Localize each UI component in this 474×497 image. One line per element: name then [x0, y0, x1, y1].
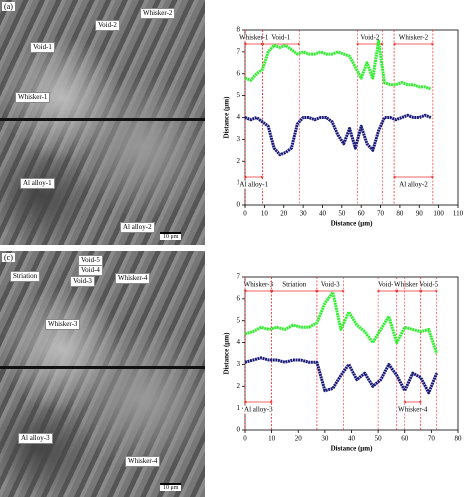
- y-tick-label: 0: [237, 201, 241, 209]
- data-line: [244, 356, 439, 395]
- data-line: [244, 290, 439, 354]
- region-label-bg: [319, 280, 342, 289]
- x-tick-label: 90: [416, 210, 424, 218]
- region-label-bg: [281, 280, 308, 289]
- image-label: Whisker-2: [140, 8, 176, 19]
- image-divider: [0, 118, 205, 121]
- x-axis-label: Distance (μm): [331, 445, 374, 453]
- region-label-bg: [242, 280, 275, 289]
- image-label: Striation: [10, 271, 41, 282]
- region-label: Al alloy-3: [244, 406, 273, 414]
- sem-image-c: (c) Void-5 Void-4 Void-3 Striation Whisk…: [0, 251, 205, 497]
- data-line: [244, 113, 432, 157]
- x-axis-label: Distance (μm): [331, 220, 374, 228]
- region-label: Void-1: [271, 34, 290, 42]
- panel-label: (a): [2, 2, 15, 11]
- plot-frame: [244, 29, 459, 206]
- x-tick-label: 20: [295, 435, 303, 443]
- image-label: Whisker-4: [125, 456, 161, 467]
- image-label: Void-1: [30, 42, 55, 53]
- image-label: Void-2: [95, 20, 120, 31]
- x-tick-label: 80: [455, 435, 463, 443]
- region-label-bg: [418, 280, 440, 289]
- y-axis-label: Distance (μm): [223, 332, 231, 375]
- image-label: Al alloy-1: [20, 178, 55, 189]
- y-tick-label: 5: [237, 316, 241, 324]
- panel-label: (c): [2, 253, 15, 262]
- region-label: Whisker-4: [398, 406, 428, 414]
- y-tick-label: 7: [237, 47, 241, 55]
- region-label: Void-3: [321, 281, 340, 289]
- region-label-bg: [243, 405, 275, 414]
- image-label: Whisker-4: [115, 273, 151, 284]
- y-tick-label: 3: [237, 360, 241, 368]
- region-label-bg: [238, 180, 270, 189]
- x-tick-label: 110: [453, 210, 464, 218]
- region-label: Al alloy-2: [399, 181, 428, 189]
- y-tick-label: 2: [237, 382, 241, 390]
- x-tick-label: 0: [243, 435, 247, 443]
- region-label-bg: [397, 33, 430, 42]
- x-tick-label: 30: [321, 435, 329, 443]
- region-label-bg: [397, 405, 429, 414]
- region-label-bg: [393, 280, 425, 289]
- region-label: Whisker-2: [399, 34, 429, 42]
- image-label: Whisker-1: [15, 92, 51, 103]
- x-tick-label: 60: [358, 210, 366, 218]
- x-tick-label: 70: [377, 210, 385, 218]
- region-label-bg: [270, 33, 292, 42]
- region-label: Void-2: [360, 34, 379, 42]
- sem-image-a: (a) Void-2 Whisker-2 Void-1 Whisker-1 Al…: [0, 0, 205, 245]
- image-divider: [0, 366, 205, 369]
- x-tick-label: 80: [396, 210, 404, 218]
- y-tick-label: 8: [237, 26, 241, 34]
- y-tick-label: 0: [237, 426, 241, 434]
- region-label: Whisker-1: [239, 34, 269, 42]
- y-tick-label: 5: [237, 91, 241, 99]
- x-tick-label: 30: [300, 210, 308, 218]
- scale-bar: 10 μm: [160, 232, 182, 240]
- image-label: Al alloy-3: [18, 433, 53, 444]
- y-tick-label: 1: [237, 404, 241, 412]
- image-label: Void-3: [70, 276, 95, 287]
- region-label: Al alloy-1: [239, 181, 268, 189]
- y-tick-label: 3: [237, 135, 241, 143]
- scale-bar: 10 μm: [160, 483, 182, 491]
- x-tick-label: 100: [433, 210, 444, 218]
- y-tick-label: 7: [237, 273, 241, 281]
- region-label: Void-4: [378, 281, 397, 289]
- region-label-bg: [398, 180, 430, 189]
- image-label: Al alloy-2: [120, 222, 155, 233]
- x-tick-label: 60: [401, 435, 409, 443]
- region-label-bg: [238, 33, 270, 42]
- x-tick-label: 40: [348, 435, 356, 443]
- x-tick-label: 70: [428, 435, 436, 443]
- x-tick-label: 10: [261, 210, 269, 218]
- x-tick-label: 20: [280, 210, 288, 218]
- y-tick-label: 6: [237, 69, 241, 77]
- image-label: Void-4: [78, 265, 103, 276]
- y-tick-label: 4: [237, 113, 241, 121]
- y-tick-label: 6: [237, 294, 241, 302]
- x-tick-label: 40: [319, 210, 327, 218]
- x-tick-label: 50: [375, 435, 383, 443]
- region-label-bg: [376, 280, 399, 289]
- region-label: Whisker-3: [244, 281, 274, 289]
- data-line: [244, 39, 432, 91]
- region-label: Void-5: [419, 281, 438, 289]
- x-tick-label: 0: [243, 210, 247, 218]
- region-label: Striation: [282, 281, 307, 289]
- x-tick-label: 50: [338, 210, 346, 218]
- x-tick-label: 10: [268, 435, 276, 443]
- y-tick-label: 2: [237, 157, 241, 165]
- region-label-bg: [359, 33, 381, 42]
- region-label: Whisker-4: [394, 281, 424, 289]
- y-tick-label: 4: [237, 338, 241, 346]
- image-label: Whisker-3: [45, 319, 81, 330]
- y-axis-label: Distance (μm): [223, 96, 231, 139]
